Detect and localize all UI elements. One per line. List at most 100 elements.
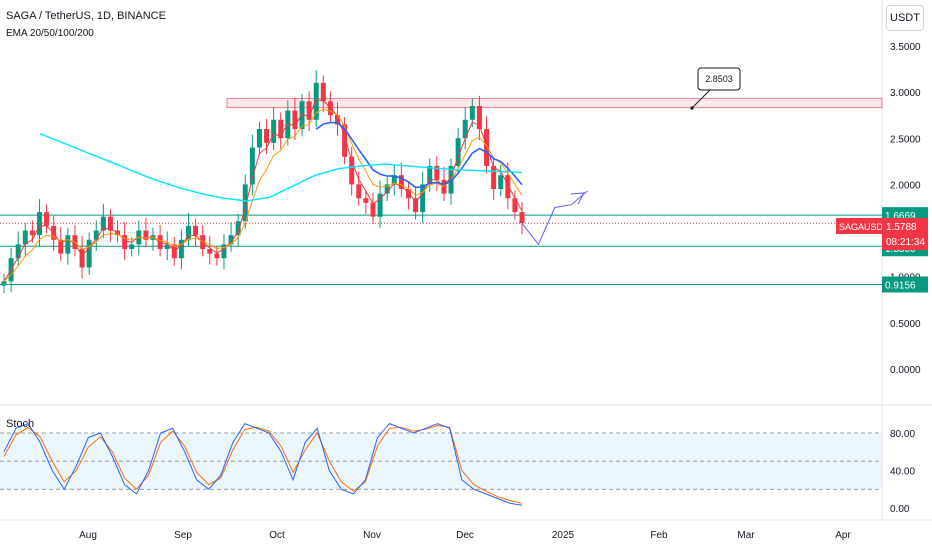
candle-body [86,239,92,268]
candle-body [164,244,170,250]
time-axis-label: Dec [456,530,474,541]
candle-body [313,82,319,120]
level-low-label: 0.9156 [885,280,916,291]
level-upper-label: 1.6669 [885,211,916,222]
time-axis-label: Nov [363,530,381,541]
currency-button[interactable]: USDT [886,5,924,31]
ema100-line [315,121,523,189]
candle-body [356,184,362,199]
candle-body [349,156,355,185]
ema200-line [39,132,523,202]
candle-body [29,230,35,236]
candle-body [214,253,220,259]
candle-body [122,235,128,250]
candle-body [462,119,468,139]
time-axis-label: Feb [650,530,668,541]
candle-body [249,147,255,185]
candle-body [427,165,433,185]
candle-body [157,235,163,250]
last-price-label: 1.5788 [886,222,917,233]
candle-body [342,124,348,157]
candle-body [519,212,525,224]
candle-body [391,175,397,185]
candle-body [107,216,113,231]
candle-body [377,193,383,217]
time-axis-label: Oct [269,530,285,541]
candle-body [469,105,475,120]
candle-body [405,189,411,199]
countdown-label: 08:21:34 [886,237,925,248]
candle-body [15,244,21,259]
symbol-tag-bg [836,218,882,234]
time-axis-label: Sep [174,530,192,541]
symbol-tag: SAGAUSDT [839,222,889,232]
indicator-legend[interactable]: EMA 20/50/100/200 [6,28,94,39]
candle-body [292,110,298,130]
stoch-axis-tick: 40.00 [890,467,915,478]
stoch-axis-tick: 0.00 [890,504,910,515]
candle-body [235,221,241,236]
resistance-zone [226,98,883,109]
candle-body [264,129,270,143]
candle-body [335,115,341,125]
callout-box [697,67,741,91]
candle-body [370,202,376,217]
candle-body [384,184,390,194]
candle-body [256,129,262,148]
candle-body [505,175,511,199]
candle-body [306,101,312,120]
candle-body [22,230,28,245]
symbol-title: SAGA / TetherUS, 1D, BINANCE [6,10,166,22]
candle-body [299,101,305,130]
candle-body [271,119,277,143]
candle-body [512,198,518,213]
candle-body [65,235,71,254]
candle-body [498,175,504,190]
candle-body [398,175,404,190]
stoch-title[interactable]: Stoch [6,418,35,430]
time-axis-label: 2025 [552,530,575,541]
candle-body [44,212,50,226]
candle-body [434,165,440,180]
time-axis-label: Mar [737,530,755,541]
stoch-k-line [3,422,523,506]
candle-body [207,249,213,254]
candle-body [476,105,482,130]
last-price-bg [882,218,928,250]
projection-arrowhead [570,192,585,205]
ema50-line [3,108,523,282]
stoch-d-line [3,424,523,504]
candle-body [185,225,191,240]
candle-body [100,216,106,231]
time-axis-label: Apr [835,530,851,541]
candle-body [36,212,42,236]
candle-body [363,198,369,203]
callout-pointer [691,87,713,109]
candle-body [143,230,149,240]
candle-body [58,239,64,254]
candle-body [420,184,426,213]
candle-body [278,119,284,139]
candle-body [221,244,227,259]
projection-path [521,190,588,246]
candle-body [129,244,135,250]
level-low-label-bg [882,276,928,293]
candle-body [79,249,85,268]
price-axis-tick: 0.0000 [890,365,921,376]
callout-anchor [690,106,694,110]
time-axis-label: Aug [79,530,97,541]
stoch-axis-tick: 80.00 [890,429,915,440]
candle-body [228,235,234,245]
price-axis-tick: 3.0000 [890,88,921,99]
candle-body [1,281,7,286]
price-axis-tick: 2.5000 [890,134,921,145]
candle-body [320,82,326,102]
candle-body [93,230,99,240]
callout-text: 2.8503 [705,74,733,84]
candle-body [285,110,291,139]
candle-body [491,165,497,190]
price-axis-tick: 0.5000 [890,319,921,330]
candle-body [178,239,184,259]
price-axis-tick: 3.5000 [890,42,921,53]
